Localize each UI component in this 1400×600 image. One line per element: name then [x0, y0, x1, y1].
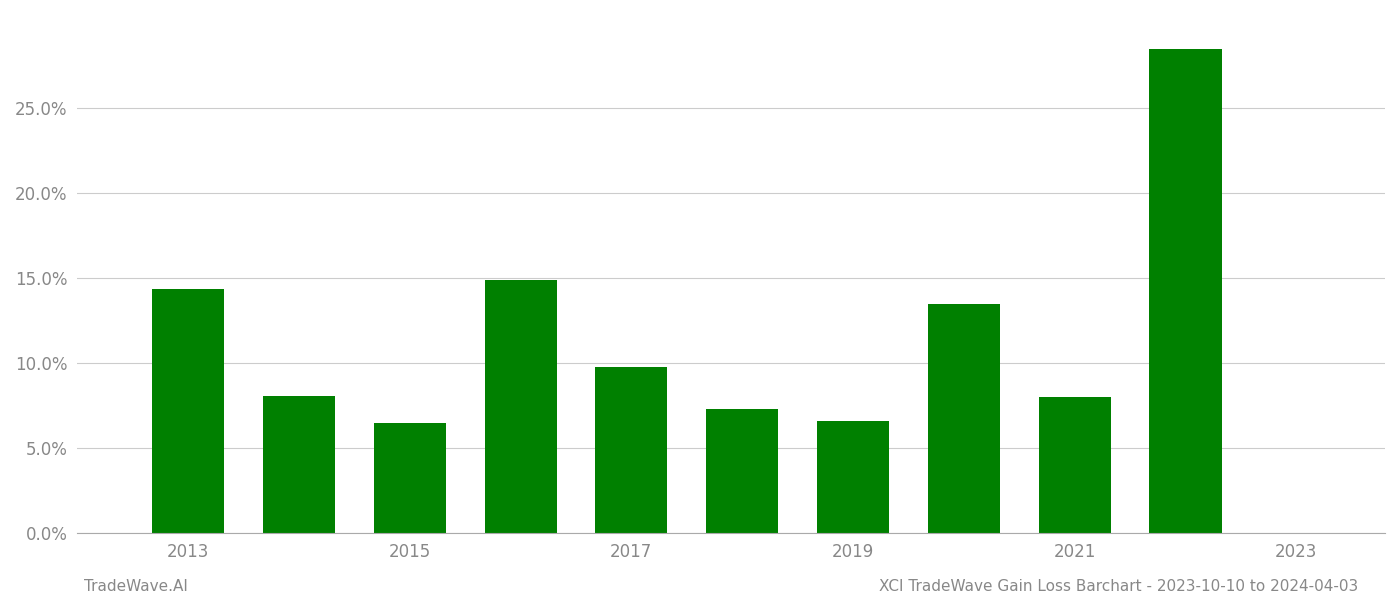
Bar: [263, 395, 335, 533]
Bar: [928, 304, 1000, 533]
Bar: [484, 280, 557, 533]
Bar: [1149, 49, 1222, 533]
Text: TradeWave.AI: TradeWave.AI: [84, 579, 188, 594]
Bar: [595, 367, 668, 533]
Text: XCI TradeWave Gain Loss Barchart - 2023-10-10 to 2024-04-03: XCI TradeWave Gain Loss Barchart - 2023-…: [879, 579, 1358, 594]
Bar: [374, 423, 445, 533]
Bar: [706, 409, 778, 533]
Bar: [1039, 397, 1110, 533]
Bar: [818, 421, 889, 533]
Bar: [153, 289, 224, 533]
